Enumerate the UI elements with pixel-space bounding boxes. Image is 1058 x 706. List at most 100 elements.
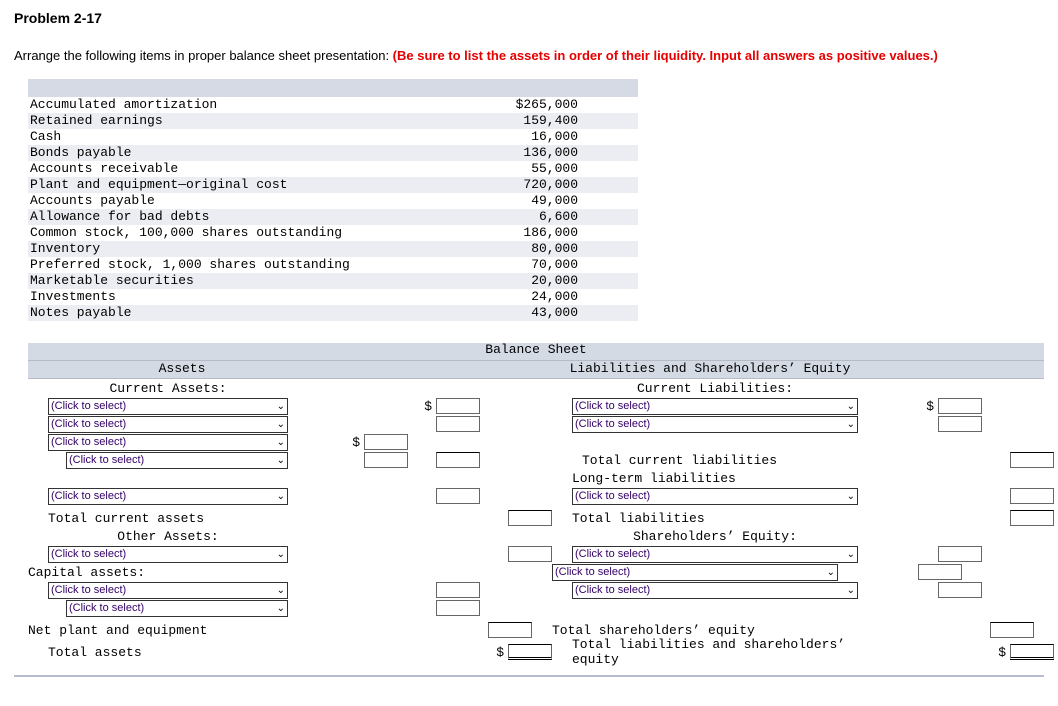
other-assets-label: Other Assets: bbox=[48, 529, 288, 544]
equity-select-1[interactable]: (Click to select)⌄ bbox=[572, 546, 858, 563]
given-row: Investments24,000 bbox=[28, 289, 638, 305]
given-label: Common stock, 100,000 shares outstanding bbox=[28, 225, 478, 241]
prompt-text: Arrange the following items in proper ba… bbox=[14, 48, 1044, 63]
given-row: Preferred stock, 1,000 shares outstandin… bbox=[28, 257, 638, 273]
liab-select-1[interactable]: (Click to select)⌄ bbox=[572, 398, 858, 415]
asset-input-1[interactable] bbox=[436, 398, 480, 414]
given-value: 49,000 bbox=[478, 193, 578, 209]
lt-liab-input-1[interactable] bbox=[1010, 488, 1054, 504]
liab-input-2[interactable] bbox=[938, 416, 982, 432]
total-assets-label: Total assets bbox=[48, 645, 288, 660]
asset-input-5[interactable] bbox=[436, 488, 480, 504]
equity-input-1[interactable] bbox=[938, 546, 982, 562]
given-row: Accumulated amortization$265,000 bbox=[28, 97, 638, 113]
given-label: Retained earnings bbox=[28, 113, 478, 129]
given-value: 80,000 bbox=[478, 241, 578, 257]
liab-select-2[interactable]: (Click to select)⌄ bbox=[572, 416, 858, 433]
asset-sub-input-3a[interactable] bbox=[364, 434, 408, 450]
liab-input-1[interactable] bbox=[938, 398, 982, 414]
balance-sheet-title: Balance Sheet bbox=[485, 342, 586, 357]
asset-select-2[interactable]: (Click to select)⌄ bbox=[48, 416, 288, 433]
chevron-down-icon: ⌄ bbox=[827, 567, 837, 578]
given-value: 720,000 bbox=[478, 177, 578, 193]
equity-input-2[interactable] bbox=[918, 564, 962, 580]
given-value: 136,000 bbox=[478, 145, 578, 161]
other-asset-input-1[interactable] bbox=[508, 546, 552, 562]
given-row: Inventory80,000 bbox=[28, 241, 638, 257]
given-label: Accumulated amortization bbox=[28, 97, 478, 113]
given-value: 24,000 bbox=[478, 289, 578, 305]
asset-select-3[interactable]: (Click to select)⌄ bbox=[48, 434, 288, 451]
total-assets-input[interactable] bbox=[508, 644, 552, 660]
total-liabilities-label: Total liabilities bbox=[572, 511, 858, 526]
given-label: Accounts payable bbox=[28, 193, 478, 209]
asset-sub-input-4a[interactable] bbox=[364, 452, 408, 468]
chevron-down-icon: ⌄ bbox=[277, 401, 287, 412]
given-row: Plant and equipment—original cost720,000 bbox=[28, 177, 638, 193]
capital-asset-input-2a[interactable] bbox=[436, 600, 480, 616]
equity-select-3[interactable]: (Click to select)⌄ bbox=[572, 582, 858, 599]
total-current-assets-input[interactable] bbox=[508, 510, 552, 526]
asset-input-4[interactable] bbox=[436, 452, 480, 468]
given-value: 159,400 bbox=[478, 113, 578, 129]
chevron-down-icon: ⌄ bbox=[277, 491, 287, 502]
chevron-down-icon: ⌄ bbox=[277, 585, 287, 596]
total-liab-input[interactable] bbox=[1010, 510, 1054, 526]
asset-input-2[interactable] bbox=[436, 416, 480, 432]
net-plant-label: Net plant and equipment bbox=[28, 623, 268, 638]
asset-select-4[interactable]: (Click to select)⌄ bbox=[66, 452, 288, 469]
prompt-red: (Be sure to list the assets in order of … bbox=[393, 48, 938, 63]
chevron-down-icon: ⌄ bbox=[277, 455, 287, 466]
equity-select-2[interactable]: (Click to select)⌄ bbox=[552, 564, 838, 581]
chevron-down-icon: ⌄ bbox=[847, 491, 857, 502]
given-row: Retained earnings159,400 bbox=[28, 113, 638, 129]
given-value: 16,000 bbox=[478, 129, 578, 145]
capital-asset-select-1[interactable]: (Click to select)⌄ bbox=[48, 582, 288, 599]
chevron-down-icon: ⌄ bbox=[847, 549, 857, 560]
given-row: Notes payable43,000 bbox=[28, 305, 638, 321]
given-row: Marketable securities20,000 bbox=[28, 273, 638, 289]
net-plant-input[interactable] bbox=[488, 622, 532, 638]
total-l-se-input[interactable] bbox=[1010, 644, 1054, 660]
given-value: 186,000 bbox=[478, 225, 578, 241]
current-assets-label: Current Assets: bbox=[48, 381, 288, 396]
chevron-down-icon: ⌄ bbox=[847, 401, 857, 412]
given-label: Allowance for bad debts bbox=[28, 209, 478, 225]
given-label: Bonds payable bbox=[28, 145, 478, 161]
asset-select-5[interactable]: (Click to select)⌄ bbox=[48, 488, 288, 505]
page-title: Problem 2-17 bbox=[14, 10, 1044, 26]
equity-input-3[interactable] bbox=[938, 582, 982, 598]
chevron-down-icon: ⌄ bbox=[847, 419, 857, 430]
dollar-sign: $ bbox=[926, 399, 936, 414]
total-l-se-label: Total liabilities and shareholders’ equi… bbox=[572, 637, 892, 667]
given-row: Bonds payable136,000 bbox=[28, 145, 638, 161]
chevron-down-icon: ⌄ bbox=[847, 585, 857, 596]
prompt-plain: Arrange the following items in proper ba… bbox=[14, 48, 393, 63]
capital-assets-label: Capital assets: bbox=[28, 565, 268, 580]
chevron-down-icon: ⌄ bbox=[277, 549, 287, 560]
given-label: Inventory bbox=[28, 241, 478, 257]
long-term-liabilities-label: Long-term liabilities bbox=[572, 471, 858, 486]
chevron-down-icon: ⌄ bbox=[277, 419, 287, 430]
total-current-liab-input[interactable] bbox=[1010, 452, 1054, 468]
capital-asset-input-1a[interactable] bbox=[436, 582, 480, 598]
given-label: Preferred stock, 1,000 shares outstandin… bbox=[28, 257, 478, 273]
dollar-sign: $ bbox=[352, 435, 362, 450]
total-sh-equity-input[interactable] bbox=[990, 622, 1034, 638]
given-label: Accounts receivable bbox=[28, 161, 478, 177]
given-value: 70,000 bbox=[478, 257, 578, 273]
given-row: Cash16,000 bbox=[28, 129, 638, 145]
other-asset-select-1[interactable]: (Click to select)⌄ bbox=[48, 546, 288, 563]
lt-liab-select-1[interactable]: (Click to select)⌄ bbox=[572, 488, 858, 505]
given-row: Accounts receivable55,000 bbox=[28, 161, 638, 177]
given-row: Accounts payable49,000 bbox=[28, 193, 638, 209]
current-liabilities-label: Current Liabilities: bbox=[572, 381, 858, 396]
bottom-divider bbox=[14, 669, 1044, 677]
given-row: Allowance for bad debts6,600 bbox=[28, 209, 638, 225]
capital-asset-select-2[interactable]: (Click to select)⌄ bbox=[66, 600, 288, 617]
dollar-sign: $ bbox=[496, 645, 506, 660]
given-value: $265,000 bbox=[478, 97, 578, 113]
given-table: Accumulated amortization$265,000Retained… bbox=[28, 79, 638, 321]
asset-select-1[interactable]: (Click to select)⌄ bbox=[48, 398, 288, 415]
dollar-sign: $ bbox=[424, 399, 434, 414]
